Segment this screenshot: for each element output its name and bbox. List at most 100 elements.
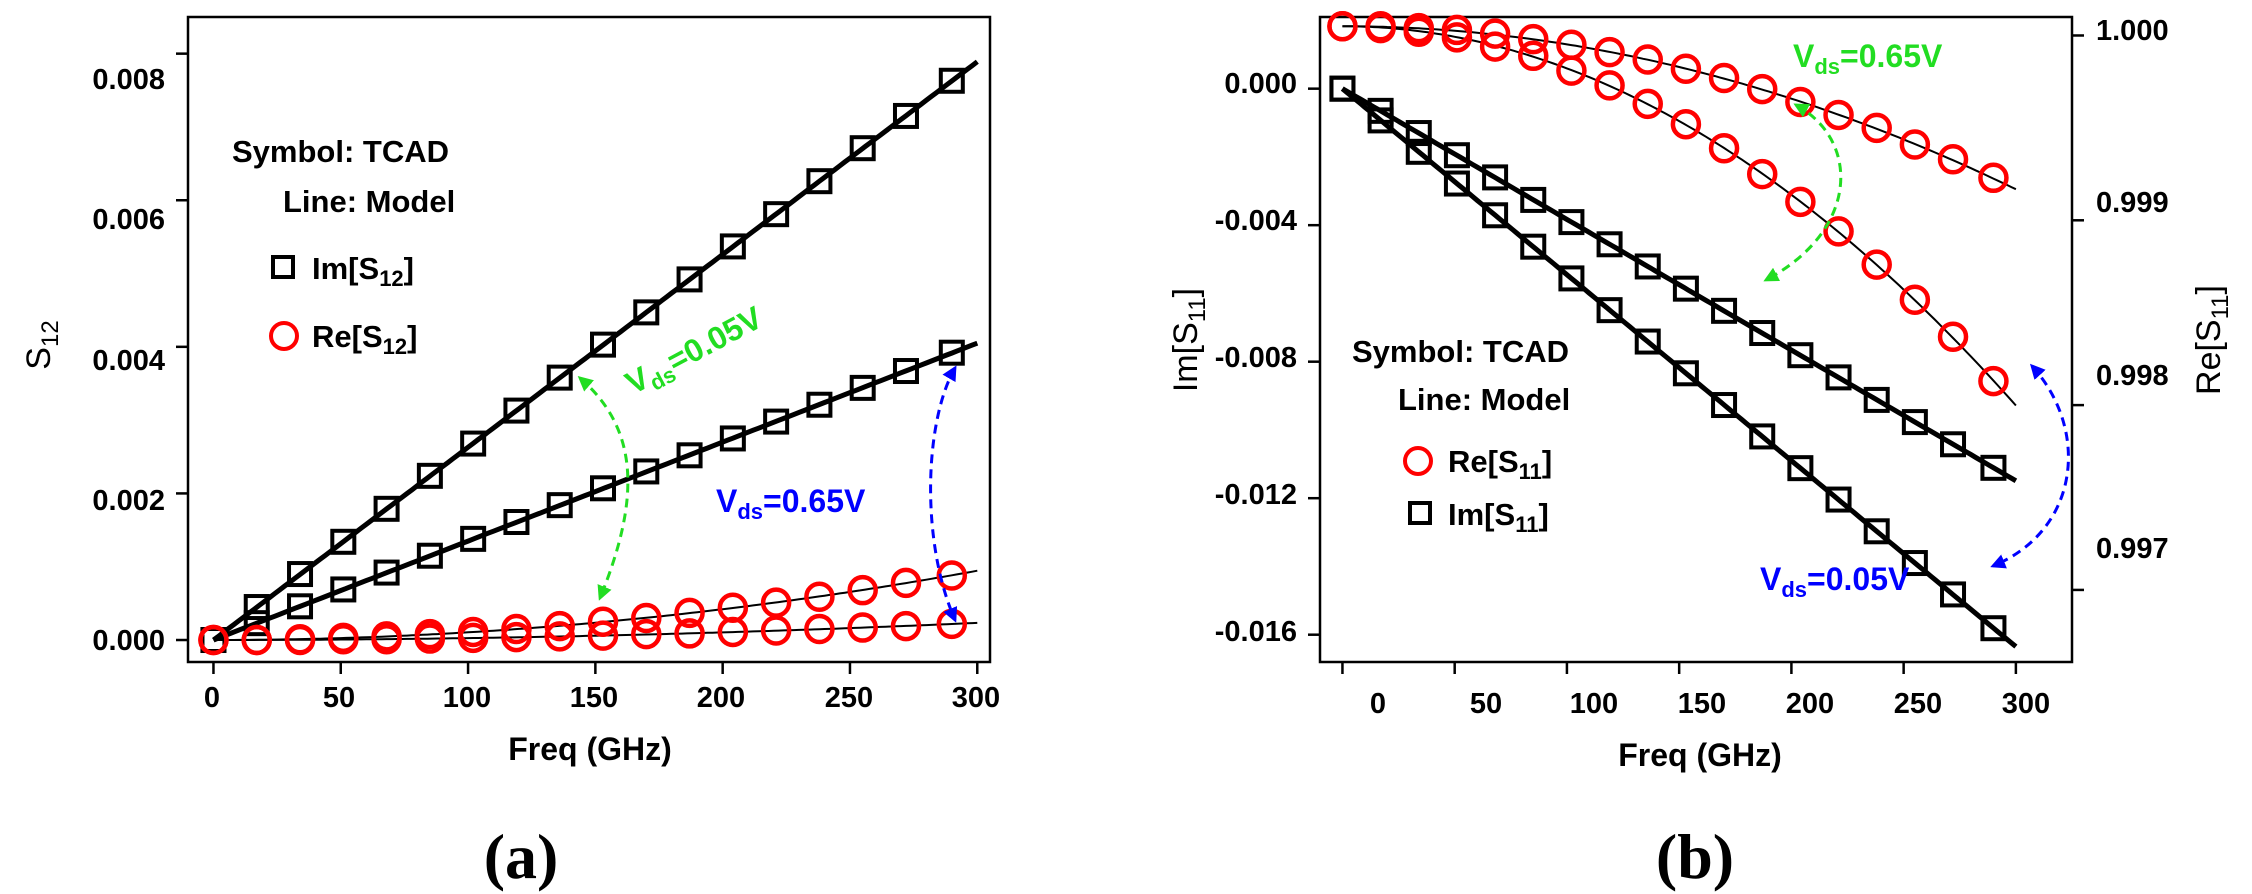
- data-point-circle: [1861, 249, 1892, 280]
- data-point-circle: [847, 574, 878, 606]
- data-point-square: [633, 458, 660, 485]
- data-point-circle: [1594, 70, 1625, 101]
- data-point-square: [892, 102, 919, 129]
- data-point-square: [1901, 409, 1928, 436]
- a-xtick-5: 250: [825, 682, 873, 714]
- data-point-square: [1749, 320, 1776, 347]
- data-point-square: [1367, 107, 1394, 134]
- data-point-square: [416, 542, 443, 569]
- data-point-circle: [1823, 216, 1854, 247]
- data-point-square: [1711, 297, 1738, 324]
- data-point-circle: [198, 624, 229, 656]
- data-point-square: [1940, 581, 1967, 608]
- data-point-square: [938, 67, 965, 94]
- data-point-square: [1558, 209, 1585, 236]
- b-y-axis-label-left: Im[S11]: [1167, 288, 1211, 392]
- b-legend-circle-marker: [1403, 446, 1433, 476]
- data-point-circle: [457, 622, 489, 654]
- b-ytick-right-0: 1.000: [2096, 15, 2169, 47]
- data-point-circle: [544, 610, 575, 642]
- data-point-circle: [1518, 40, 1549, 72]
- data-point-circle: [1632, 44, 1663, 75]
- b-xtick-3: 150: [1678, 688, 1726, 720]
- data-point-circle: [631, 618, 662, 650]
- data-point-circle: [631, 602, 662, 634]
- data-point-square: [373, 495, 400, 522]
- b-blue-arrow: [1990, 363, 2070, 569]
- data-point-square: [763, 408, 790, 435]
- data-point-square: [1901, 550, 1928, 577]
- data-point-square: [849, 135, 876, 162]
- a-green-arrow: [577, 376, 630, 601]
- a-xtick-4: 200: [697, 682, 745, 714]
- data-point-circle: [804, 581, 835, 613]
- data-point-square: [1863, 518, 1890, 545]
- b-xtick-1: 50: [1470, 688, 1502, 720]
- data-point-circle: [804, 613, 835, 645]
- data-point-square: [1596, 231, 1623, 258]
- data-point-square: [1329, 75, 1356, 102]
- data-point-circle: [1978, 162, 2009, 194]
- b-annotation-vds-005: Vds=0.05V: [1760, 561, 1910, 602]
- data-point-square: [1520, 233, 1547, 260]
- data-point-square: [287, 593, 314, 620]
- a-xtick-3: 150: [570, 682, 618, 714]
- data-point-circle: [544, 621, 575, 652]
- data-point-square: [1672, 360, 1699, 387]
- b-xtick-5: 250: [1894, 688, 1942, 720]
- data-point-circle: [1899, 284, 1931, 316]
- data-point-square: [1443, 142, 1470, 169]
- data-point-circle: [1937, 144, 1969, 175]
- b-green-arrow: [1763, 103, 1843, 282]
- data-point-circle: [1937, 321, 1969, 352]
- data-point-circle: [1479, 31, 1511, 62]
- data-point-square: [1482, 164, 1509, 191]
- b-xtick-0: 0: [1370, 688, 1386, 720]
- b-panel-label: (b): [1656, 821, 1734, 892]
- b-legend-square-marker: [1408, 501, 1432, 525]
- data-point-square: [1980, 454, 2007, 481]
- data-point-square: [243, 594, 270, 621]
- data-point-circle: [674, 618, 705, 649]
- b-y-axis-label-right: Re[S11]: [2190, 285, 2234, 395]
- data-point-circle: [1594, 36, 1625, 68]
- data-point-square: [1711, 392, 1738, 419]
- data-point-circle: [1899, 129, 1931, 160]
- data-point-square: [330, 528, 357, 555]
- b-annotation-vds-065: Vds=0.65V: [1793, 38, 1943, 79]
- data-point-square: [590, 331, 617, 358]
- data-point-square: [503, 397, 530, 424]
- data-point-square: [1634, 253, 1661, 280]
- b-ytick-right-1: 0.999: [2096, 187, 2169, 219]
- a-xtick-1: 50: [323, 682, 355, 714]
- a-xtick-0: 0: [204, 682, 220, 714]
- data-point-circle: [1327, 10, 1358, 42]
- data-point-circle: [1746, 73, 1778, 105]
- data-point-square: [1443, 170, 1470, 197]
- data-point-square: [938, 339, 965, 366]
- data-point-circle: [1708, 62, 1740, 94]
- a-ytick-4: 0.008: [92, 64, 165, 96]
- data-point-square: [1749, 423, 1776, 450]
- data-point-square: [633, 299, 660, 326]
- data-point-circle: [1518, 23, 1549, 55]
- data-point-square: [806, 168, 833, 195]
- data-point-square: [546, 492, 573, 519]
- data-point-square: [546, 364, 573, 391]
- data-point-circle: [1441, 22, 1473, 53]
- data-point-circle: [328, 624, 359, 655]
- a-ytick-2: 0.004: [92, 345, 165, 377]
- data-point-square: [676, 442, 703, 469]
- data-point-square: [287, 561, 314, 588]
- a-legend-title-symbol: Symbol: TCAD: [232, 134, 449, 169]
- a-ytick-3: 0.006: [92, 204, 165, 236]
- data-point-circle: [1403, 16, 1435, 48]
- b-ytick-left-2: -0.008: [1215, 342, 1297, 374]
- panel-a-frame: [186, 15, 992, 664]
- a-y-axis-label: S12: [20, 320, 64, 369]
- b-legend-title-symbol: Symbol: TCAD: [1352, 334, 1569, 369]
- data-point-circle: [587, 606, 619, 637]
- b-ytick-left-3: -0.012: [1215, 479, 1297, 511]
- a-ytick-1: 0.002: [92, 485, 165, 517]
